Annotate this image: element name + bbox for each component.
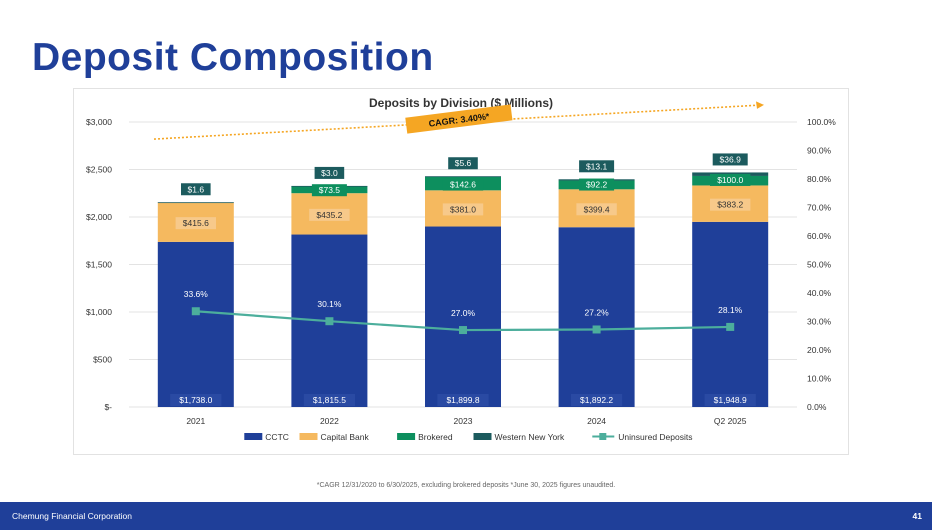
uninsured-label: 30.1% [317, 299, 342, 309]
bar-label-western-ny-bg [579, 160, 615, 173]
legend-swatch-uninsured-marker [599, 433, 607, 440]
bar-label-brokered: $92.2 [586, 180, 608, 190]
footer-bar: Chemung Financial Corporation 41 [0, 502, 932, 530]
bar-label-capital-bank-bg [576, 203, 617, 216]
x-tick-label: 2022 [320, 416, 339, 426]
cagr-arrow-head [756, 101, 764, 109]
cagr-trend-line [153, 104, 759, 140]
uninsured-point [592, 325, 601, 334]
chart-panel: Deposits by Division ($ Millions) $- $500 $… [73, 88, 849, 455]
bar-label-capital-bank-bg [710, 198, 751, 211]
page-title: Deposit Composition [32, 36, 434, 79]
y2-tick-label: 60.0% [807, 231, 832, 241]
uninsured-label: 27.2% [585, 307, 610, 317]
legend-label: Western New York [495, 432, 566, 442]
bar-label-capital-bank: $383.2 [717, 200, 743, 210]
bar-label-western-ny: $5.6 [455, 158, 472, 168]
uninsured-label: 28.1% [718, 305, 743, 315]
bar-label-western-ny-bg [712, 153, 748, 166]
chart-title: Deposits by Division ($ Millions) [369, 96, 553, 110]
uninsured-point [726, 322, 735, 331]
x-tick-label: 2021 [186, 416, 205, 426]
deposits-chart: Deposits by Division ($ Millions) $- $500 $… [86, 96, 836, 442]
bar-cctc [157, 241, 234, 407]
legend-swatch-western-ny [473, 433, 492, 440]
y-tick-label: $2,000 [86, 212, 112, 222]
bar-cctc [425, 226, 501, 407]
y2-tick-label: 10.0% [807, 374, 832, 384]
uninsured-point [325, 317, 334, 326]
y2-tick-label: 70.0% [807, 203, 832, 213]
legend-label: Capital Bank [321, 432, 370, 442]
bar-label-cctc-bg [303, 394, 355, 406]
uninsured-label: 27.0% [451, 308, 476, 318]
bar-label-western-ny: $3.0 [321, 168, 338, 178]
bar-western-ny [157, 202, 234, 204]
legend-label: CCTC [265, 432, 289, 442]
bar-label-western-ny: $1.6 [188, 184, 205, 194]
bar-label-western-ny-bg [448, 157, 478, 170]
bar-label-capital-bank: $381.0 [450, 204, 476, 214]
cagr-badge [405, 104, 513, 134]
bar-label-capital-bank: $435.2 [316, 210, 342, 220]
bar-label-cctc: $1,948.9 [714, 395, 747, 405]
bar-label-brokered-bg [442, 178, 484, 191]
uninsured-label: 33.6% [184, 289, 209, 299]
bar-label-capital-bank-bg [175, 217, 216, 230]
y2-tick-label: 90.0% [807, 146, 832, 156]
legend-swatch-capital-bank [299, 433, 318, 440]
company-name: Chemung Financial Corporation [12, 511, 133, 521]
bar-label-capital-bank-bg [442, 203, 484, 216]
bar-label-western-ny-bg [314, 166, 345, 179]
legend-label: Brokered [418, 432, 453, 442]
legend-swatch-cctc [244, 433, 263, 440]
uninsured-point [191, 307, 200, 316]
footnote: *CAGR 12/31/2020 to 6/30/2025, excluding… [316, 482, 616, 489]
y2-tick-label: 20.0% [807, 345, 832, 355]
legend-label: Uninsured Deposits [618, 432, 692, 442]
bar-western-ny [425, 176, 501, 178]
bar-cctc [558, 227, 635, 407]
y-tick-label: $500 [93, 355, 112, 365]
bar-label-brokered-bg [710, 173, 751, 186]
bar-label-western-ny: $13.1 [586, 161, 608, 171]
legend-swatch-brokered [397, 433, 416, 440]
bar-label-western-ny: $36.9 [720, 154, 742, 164]
y2-tick-label: 100.0% [807, 117, 836, 127]
bar-label-cctc: $1,815.5 [313, 395, 346, 405]
bar-label-brokered-bg [311, 184, 347, 197]
bar-label-cctc: $1,738.0 [179, 395, 212, 405]
y2-tick-label: 80.0% [807, 174, 832, 184]
bar-label-capital-bank: $399.4 [584, 204, 610, 214]
bar-label-brokered-bg [579, 178, 615, 191]
bar-label-cctc-bg [170, 394, 222, 406]
y2-tick-label: 40.0% [807, 288, 832, 298]
page-number: 41 [912, 511, 922, 521]
y2-tick-label: 30.0% [807, 317, 832, 327]
bar-label-cctc-bg [704, 394, 756, 406]
y-tick-label: $3,000 [86, 117, 112, 127]
bar-label-cctc-bg [437, 394, 489, 406]
bar-label-brokered: $100.0 [717, 175, 743, 185]
y-tick-label: $- [104, 402, 112, 412]
bar-label-cctc-bg [571, 394, 623, 406]
uninsured-point [459, 326, 467, 335]
x-tick-label: Q2 2025 [714, 416, 747, 426]
bar-label-capital-bank: $415.6 [183, 218, 209, 228]
y-tick-label: $2,500 [86, 165, 112, 175]
x-tick-label: 2024 [587, 416, 606, 426]
y-tick-label: $1,500 [86, 260, 112, 270]
bar-label-capital-bank-bg [309, 208, 350, 221]
y-tick-label: $1,000 [86, 307, 112, 317]
y2-tick-label: 50.0% [807, 260, 832, 270]
x-tick-label: 2023 [454, 416, 473, 426]
bar-label-cctc: $1,892.2 [580, 395, 613, 405]
bar-cctc [692, 221, 769, 407]
bar-label-western-ny-bg [181, 183, 211, 196]
bar-label-cctc: $1,899.8 [446, 395, 479, 405]
bar-label-brokered: $73.5 [319, 185, 341, 195]
y2-tick-label: 0.0% [807, 402, 827, 412]
bar-label-brokered: $142.6 [450, 180, 476, 190]
